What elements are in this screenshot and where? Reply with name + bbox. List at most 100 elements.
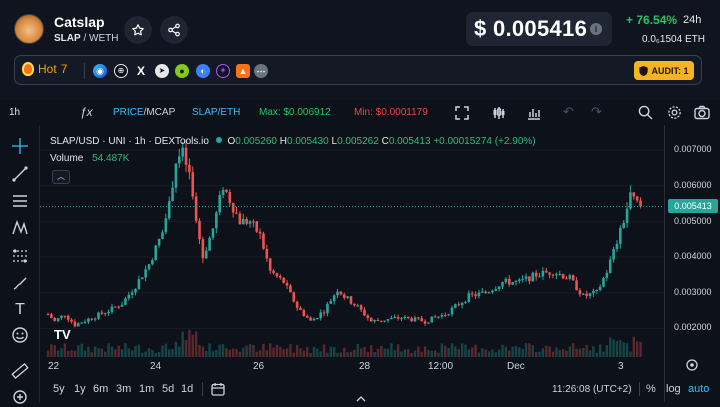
price-mcap-toggle[interactable]: PRICE/MCAP [113,107,175,118]
legend-low: 0.005262 [337,136,379,147]
clock-time[interactable]: 11:26:08 (UTC+2) [552,384,632,395]
volume-bar [518,347,521,357]
candle-body [144,269,147,278]
volume-bar [407,349,410,357]
volume-bar [208,343,211,357]
range-1y[interactable]: 1y [74,383,86,395]
emoji-tool-icon[interactable] [10,325,30,345]
volume-bar [332,347,336,357]
volume-bar [524,343,528,357]
volume-bar [164,343,168,357]
candle-body [380,320,383,322]
volume-bar [561,349,565,357]
token-header: Catslap SLAP / WETH $ 0.005416 i + 76.54… [0,0,720,100]
coingecko-icon[interactable]: ● [175,64,189,78]
range-1d[interactable]: 1d [181,383,194,395]
log-toggle[interactable]: log [666,383,681,395]
candle-body [211,228,215,238]
volume-bar [622,342,625,357]
auto-toggle[interactable]: auto [688,383,710,395]
search-icon[interactable] [638,105,653,120]
camera-icon[interactable] [694,105,710,120]
candle-body [484,291,487,294]
chevron-up-icon[interactable] [356,396,366,402]
candle-body [171,187,174,201]
candle-type-icon[interactable] [492,106,506,120]
range-6m[interactable]: 6m [93,383,109,395]
volume-bar [53,345,56,357]
coinmarketcap-icon[interactable]: ◐ [196,64,210,78]
volume-bar [346,352,349,357]
candle-body [63,315,67,317]
trend-line-tool-icon[interactable] [10,164,30,184]
candle-body [285,282,289,286]
chart-canvas[interactable]: TV [40,125,664,357]
y-tick: 0.003000 [674,287,712,297]
volume-bar [147,348,151,357]
favorite-button[interactable] [124,16,152,44]
price-axis[interactable]: 0.007000 0.006000 0.005000 0.004000 0.00… [664,125,720,402]
chart-layout-icon[interactable] [527,106,541,120]
fullscreen-icon[interactable] [455,106,469,120]
volume-bar [602,351,605,357]
range-3m[interactable]: 3m [116,383,132,395]
interval-selector[interactable]: 1h [9,107,21,118]
info-icon[interactable]: i [590,23,602,35]
candle-body [174,163,178,188]
candle-body [561,274,565,279]
blockchain-explorer-icon[interactable]: ◈ [216,64,230,78]
volume-bar [46,350,50,357]
range-5d[interactable]: 5d [162,383,175,395]
more-icon[interactable]: ⋯ [254,64,268,78]
candle-body [265,248,269,259]
brush-tool-icon[interactable] [10,273,30,293]
audit-badge[interactable]: AUDIT: 1 [634,61,694,80]
pair-toggle[interactable]: SLAP/ETH [192,107,241,118]
hot-badge[interactable]: Hot 7 [22,62,67,76]
share-button[interactable] [160,16,188,44]
pattern-tool-icon[interactable] [10,218,30,238]
candle-body [100,312,104,314]
x-tick: 28 [359,361,371,372]
metamask-icon[interactable]: ▲ [236,64,250,78]
redo-icon[interactable]: ↷ [591,104,602,119]
range-1m[interactable]: 1m [139,383,155,395]
text-tool-icon[interactable]: T [15,301,25,318]
undo-icon[interactable]: ↶ [563,104,574,119]
volume-bar [494,352,497,357]
crosshair-tool-icon[interactable] [10,136,30,156]
candle-body [198,220,201,240]
candle-body [245,218,248,224]
volume-bar [575,348,578,357]
volume-bar [437,352,440,357]
collapse-legend-button[interactable]: ︿ [52,170,70,184]
range-5y[interactable]: 5y [53,383,65,395]
ruler-tool-icon[interactable] [10,361,30,381]
candle-body [305,315,309,318]
candle-body [120,304,124,307]
volume-value: 54.487K [92,153,130,164]
horizontal-lines-tool-icon[interactable] [10,191,30,211]
fib-tool-icon[interactable] [10,246,30,266]
volume-bar [80,343,83,357]
volume-bar [151,350,154,357]
candle-body [241,218,245,225]
website-icon[interactable]: ⊕ [114,64,128,78]
volume-bar [625,343,629,357]
candle-body [161,232,164,239]
dextools-icon[interactable]: ◉ [93,64,107,78]
price-chart[interactable]: TV [40,125,664,357]
axis-settings-icon[interactable] [685,358,699,372]
candle-body [83,321,87,323]
candle-body [433,316,437,318]
volume-bar [272,347,275,357]
telegram-icon[interactable]: ➤ [155,64,169,78]
calendar-icon[interactable] [211,382,225,396]
x-twitter-icon[interactable]: X [136,64,145,78]
percent-toggle[interactable]: % [646,383,656,395]
indicators-icon[interactable]: ƒx [80,105,93,119]
zoom-in-tool-icon[interactable] [10,387,30,407]
chart-toolbar: 1h ƒx PRICE/MCAP SLAP/ETH Max: $0.006912… [0,101,720,125]
settings-icon[interactable] [667,105,682,120]
candle-body [538,276,541,278]
